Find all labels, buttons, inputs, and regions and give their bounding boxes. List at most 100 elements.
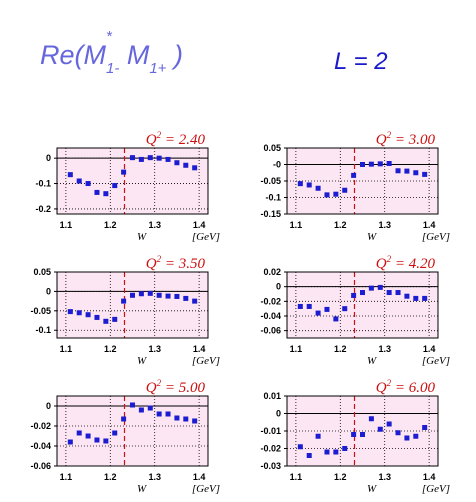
y-tick-label: -0.05 bbox=[30, 306, 51, 316]
data-point bbox=[297, 444, 303, 450]
data-point bbox=[76, 178, 82, 184]
panel-background bbox=[57, 396, 208, 466]
data-point bbox=[103, 438, 109, 444]
data-point bbox=[112, 430, 118, 436]
x-axis-label: W bbox=[137, 483, 147, 495]
x-tick-label: 1.4 bbox=[193, 344, 206, 354]
x-tick-label: 1.1 bbox=[60, 344, 73, 354]
data-point bbox=[315, 310, 321, 316]
y-tick-label: 0.05 bbox=[263, 143, 281, 153]
panel-1: 0.05 -0 -0.05 -0.1 -0.15 1.1 1.2 1.3 1.4 W [GeV] Q2… bbox=[260, 130, 450, 243]
data-point bbox=[138, 291, 144, 297]
x-axis-unit: [GeV] bbox=[192, 483, 220, 495]
x-tick-label: 1.4 bbox=[423, 472, 436, 482]
data-point bbox=[360, 290, 365, 296]
data-point bbox=[85, 433, 91, 439]
y-tick-label: -0.04 bbox=[260, 311, 281, 321]
x-tick-label: 1.1 bbox=[60, 472, 73, 482]
x-tick-label: 1.1 bbox=[290, 472, 303, 482]
y-tick-label: -0.06 bbox=[260, 326, 281, 336]
data-point bbox=[85, 181, 91, 187]
y-tick-label: -0.05 bbox=[260, 176, 281, 186]
y-tick-label: 0.05 bbox=[33, 267, 51, 277]
panel-5: 0.01 0 -0.01 -0.02 -0.03 1.1 1.2 1.3 1.4 W [GeV] Q2… bbox=[260, 378, 450, 495]
x-axis-label: W bbox=[367, 231, 377, 243]
y-tick-label: -0 bbox=[273, 160, 281, 170]
x-tick-label: 1.2 bbox=[104, 344, 117, 354]
data-point bbox=[76, 310, 82, 316]
panel-frame bbox=[286, 271, 439, 339]
data-point bbox=[67, 172, 73, 178]
x-axis-unit: [GeV] bbox=[192, 355, 220, 367]
q2-label: Q2 = 3.50 bbox=[146, 254, 206, 272]
x-axis-label: W bbox=[367, 355, 377, 367]
data-point bbox=[324, 192, 330, 198]
data-point bbox=[342, 446, 348, 451]
data-point bbox=[413, 433, 419, 439]
data-point bbox=[183, 162, 189, 168]
data-point bbox=[112, 316, 118, 322]
data-point bbox=[324, 449, 330, 455]
data-point bbox=[130, 155, 135, 161]
data-point bbox=[404, 435, 410, 441]
data-point bbox=[192, 165, 198, 171]
data-point bbox=[351, 292, 357, 298]
data-point bbox=[94, 314, 100, 320]
title-superscript-star: * bbox=[106, 28, 112, 45]
data-point bbox=[94, 189, 100, 195]
x-tick-label: 1.3 bbox=[378, 220, 391, 230]
panel-4: 0 -0.02 -0.04 -0.06 1.1 1.2 1.3 1.4 W [GeV] Q2 = 5… bbox=[30, 378, 220, 495]
data-point bbox=[351, 172, 357, 178]
x-tick-label: 1.4 bbox=[193, 220, 206, 230]
y-tick-label: -0.03 bbox=[260, 461, 281, 471]
data-point bbox=[315, 433, 321, 439]
x-axis-unit: [GeV] bbox=[422, 231, 450, 243]
data-point bbox=[377, 284, 383, 290]
data-point bbox=[306, 303, 312, 309]
data-point bbox=[324, 306, 330, 312]
title-part-re-m: Re(M bbox=[40, 40, 106, 70]
y-tick-label: 0 bbox=[276, 409, 281, 419]
q2-label: Q2 = 4.20 bbox=[376, 254, 436, 272]
data-point bbox=[386, 161, 392, 167]
x-axis-label: W bbox=[367, 483, 377, 495]
y-tick-label: -0.04 bbox=[30, 441, 51, 451]
data-point bbox=[368, 416, 374, 422]
data-point bbox=[404, 293, 410, 299]
panel-2: 0.05 0 -0.05 -0.1 1.1 1.2 1.3 1.4 W [GeV] Q2 = 3.5… bbox=[30, 254, 220, 367]
x-axis-unit: [GeV] bbox=[192, 231, 220, 243]
x-tick-label: 1.3 bbox=[148, 472, 161, 482]
y-tick-label: 0.02 bbox=[263, 267, 281, 277]
data-point bbox=[342, 306, 348, 312]
data-point bbox=[297, 303, 303, 309]
chart-title: Re(M * 1- M1+ ) bbox=[40, 28, 183, 77]
q2-label: Q2 = 3.00 bbox=[376, 130, 436, 148]
data-point bbox=[130, 292, 135, 298]
data-point bbox=[386, 290, 392, 296]
data-point bbox=[103, 191, 109, 197]
data-point bbox=[174, 160, 180, 166]
data-point bbox=[192, 298, 198, 304]
data-point bbox=[377, 426, 383, 432]
x-tick-label: 1.2 bbox=[104, 220, 117, 230]
title-part-m: M bbox=[119, 40, 150, 70]
data-point bbox=[165, 411, 171, 417]
data-point bbox=[413, 170, 419, 176]
data-point bbox=[67, 439, 73, 445]
title-part-close-paren: ) bbox=[166, 40, 183, 70]
data-point bbox=[315, 185, 321, 191]
y-tick-label: -0.15 bbox=[260, 209, 281, 219]
data-point bbox=[404, 168, 410, 174]
x-axis-unit: [GeV] bbox=[422, 483, 450, 495]
x-tick-label: 1.1 bbox=[290, 344, 303, 354]
x-tick-label: 1.3 bbox=[148, 220, 161, 230]
y-tick-label: -0.02 bbox=[260, 296, 281, 306]
data-point bbox=[165, 293, 171, 299]
q2-label: Q2 = 2.40 bbox=[146, 130, 206, 148]
data-point bbox=[351, 432, 357, 437]
data-point bbox=[165, 156, 171, 162]
x-tick-label: 1.1 bbox=[290, 220, 303, 230]
data-point bbox=[76, 430, 82, 436]
y-tick-label: -0.02 bbox=[30, 421, 51, 431]
